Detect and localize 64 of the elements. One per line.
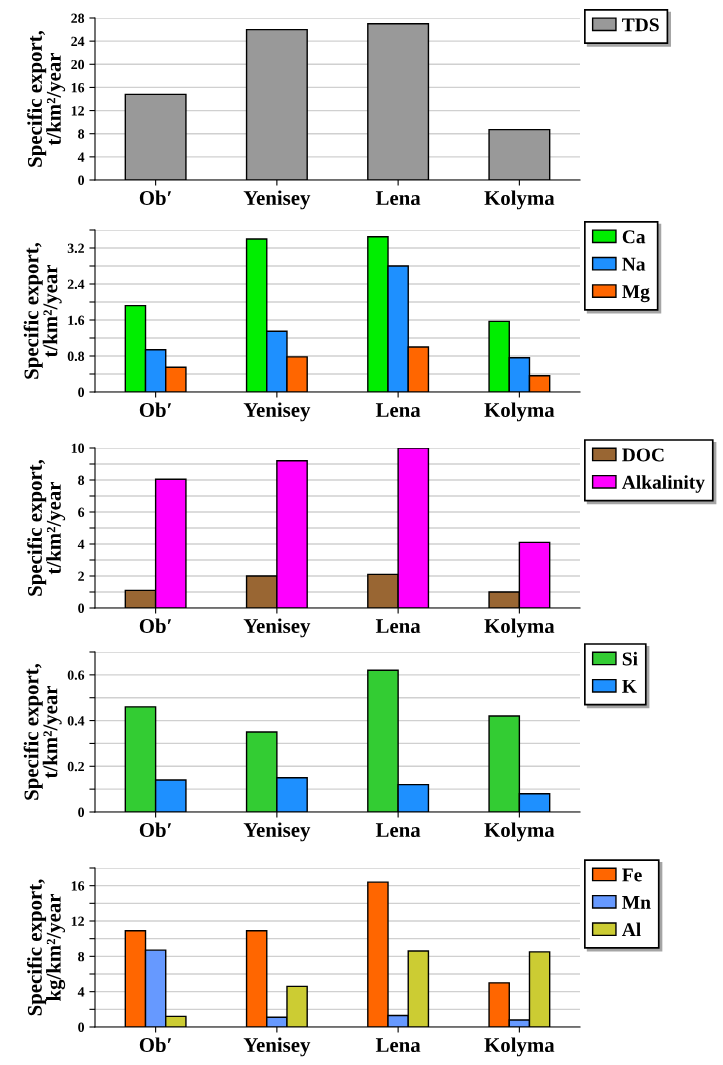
y-tick-label: 0	[78, 1022, 85, 1032]
y-tick-label: 10	[71, 443, 85, 453]
y-tick-label: 8	[78, 475, 85, 485]
y-tick-label: 0	[78, 387, 85, 397]
y-tick-label: 3.2	[67, 243, 84, 254]
x-tick-label: Lena	[375, 403, 421, 418]
y-axis-title: Specific export, t/km²/year	[27, 459, 66, 596]
y-tick-label: 12	[71, 106, 84, 116]
x-tick-label: Kolyma	[484, 402, 555, 422]
x-tick-label: Ob′	[139, 822, 172, 838]
y-tick-label: 0	[78, 603, 85, 613]
y-tick-label: 4	[77, 539, 85, 549]
y-tick-label: 8	[78, 951, 85, 962]
x-tick-label: Yenisey	[243, 1037, 311, 1057]
legend-label: TDS	[622, 18, 659, 32]
y-tick-label: 0.4	[67, 716, 85, 726]
x-tick-label: Yenisey	[243, 618, 311, 638]
y-axis-title: Specific export, kg/km²/year	[26, 879, 66, 1016]
y-tick-label: 20	[71, 59, 85, 70]
y-tick-label: 0.2	[67, 761, 84, 772]
y-axis-title: Specific export, t/km²/year	[23, 663, 62, 800]
y-tick-label: 2.4	[67, 279, 85, 290]
x-tick-label: Yenisey	[243, 402, 311, 422]
legend-label: Ca	[622, 230, 646, 244]
x-tick-label: Ob′	[139, 1037, 172, 1053]
y-tick-label: 0	[78, 175, 85, 185]
x-tick-label: Lena	[375, 619, 421, 634]
y-tick-label: 2	[78, 571, 84, 581]
y-tick-label: 24	[71, 36, 85, 46]
x-tick-label: Ob′	[139, 190, 172, 206]
y-tick-label: 0.8	[67, 351, 85, 362]
y-axis-title: Specific export, t/km²/year	[27, 30, 66, 167]
x-tick-label: Ob′	[139, 618, 172, 634]
legend-label: Na	[622, 257, 646, 271]
legend-label: Mg	[622, 285, 650, 303]
y-axis-title: Specific export, t/km²/year	[23, 242, 62, 379]
x-tick-label: Kolyma	[484, 618, 555, 638]
x-tick-label: Lena	[375, 1038, 421, 1053]
y-tick-label: 6	[78, 507, 85, 517]
y-tick-label: 4	[77, 987, 85, 997]
legend-label: Alkalinity	[621, 475, 705, 493]
y-tick-label: 8	[78, 129, 85, 139]
legend-label: Al	[621, 922, 641, 937]
y-tick-label: 0.6	[67, 670, 85, 680]
x-tick-label: Yenisey	[243, 822, 311, 842]
legend-label: Fe	[622, 868, 642, 882]
y-tick-label: 4	[77, 152, 85, 162]
x-tick-label: Ob′	[139, 402, 172, 418]
y-tick-label: 12	[71, 916, 84, 926]
x-tick-label: Kolyma	[484, 1037, 555, 1057]
legend-label: K	[622, 679, 637, 693]
x-tick-label: Kolyma	[484, 822, 555, 842]
legend-label: Mn	[622, 895, 651, 909]
y-tick-label: 16	[71, 881, 85, 891]
y-tick-label: 1.6	[68, 315, 85, 326]
legend-label: Si	[622, 651, 638, 666]
y-tick-label: 16	[71, 83, 85, 93]
legend-label: DOC	[622, 448, 664, 462]
y-tick-label: 0	[78, 807, 85, 817]
x-tick-label: Lena	[375, 823, 421, 838]
y-tick-label: 28	[71, 13, 85, 23]
x-tick-label: Lena	[375, 191, 421, 206]
x-tick-label: Kolyma	[484, 190, 555, 210]
x-tick-label: Yenisey	[243, 190, 311, 210]
